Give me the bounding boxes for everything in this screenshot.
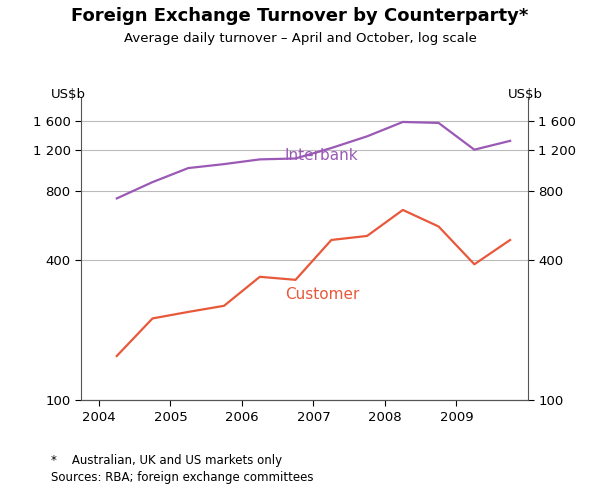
Text: US$b: US$b (51, 88, 86, 101)
Text: *    Australian, UK and US markets only: * Australian, UK and US markets only (51, 454, 282, 467)
Text: Customer: Customer (285, 287, 359, 302)
Text: Foreign Exchange Turnover by Counterparty*: Foreign Exchange Turnover by Counterpart… (71, 7, 529, 26)
Text: US$b: US$b (508, 88, 543, 101)
Text: Interbank: Interbank (285, 148, 358, 163)
Text: Average daily turnover – April and October, log scale: Average daily turnover – April and Octob… (124, 32, 476, 45)
Text: Sources: RBA; foreign exchange committees: Sources: RBA; foreign exchange committee… (51, 471, 314, 484)
